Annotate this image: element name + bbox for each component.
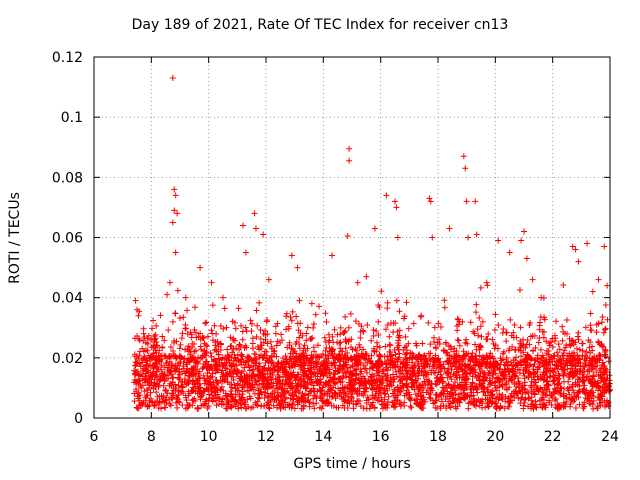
- data-point: [460, 153, 467, 160]
- x-tick-label: 12: [257, 429, 275, 445]
- data-point: [174, 210, 181, 217]
- x-tick-label: 16: [372, 429, 390, 445]
- data-point: [346, 157, 353, 164]
- data-point: [242, 249, 249, 256]
- data-point: [164, 291, 171, 298]
- data-point: [523, 255, 530, 262]
- y-tick-label: 0.12: [52, 50, 83, 66]
- data-point: [344, 232, 351, 239]
- data-point: [383, 192, 390, 199]
- x-axis-label: GPS time / hours: [293, 456, 411, 472]
- data-point: [172, 249, 179, 256]
- data-point: [538, 294, 545, 301]
- chart-title: Day 189 of 2021, Rate Of TEC Index for r…: [131, 17, 509, 33]
- y-tick-label: 0.08: [52, 170, 83, 186]
- data-point: [252, 225, 259, 232]
- data-point: [251, 210, 258, 217]
- data-point: [169, 219, 176, 226]
- y-tick-label: 0.1: [61, 110, 83, 126]
- data-point: [429, 234, 436, 241]
- data-point: [518, 237, 525, 244]
- data-point: [197, 264, 204, 271]
- data-point: [171, 186, 178, 193]
- data-point: [371, 225, 378, 232]
- data-point: [506, 249, 513, 256]
- data-point: [363, 273, 370, 280]
- data-point: [294, 264, 301, 271]
- data-point: [265, 276, 272, 283]
- data-point: [394, 234, 401, 241]
- x-tick-label: 8: [147, 429, 156, 445]
- data-point: [463, 198, 470, 205]
- data-point: [393, 204, 400, 211]
- y-axis-label: ROTI / TECUs: [7, 192, 23, 284]
- data-point: [473, 231, 480, 238]
- data-point: [135, 312, 142, 319]
- y-tick-label: 0.04: [52, 291, 83, 307]
- data-point: [427, 198, 434, 205]
- data-point: [483, 279, 490, 286]
- data-points: [131, 75, 613, 412]
- data-point: [462, 165, 469, 172]
- y-tick-label: 0.02: [52, 351, 83, 367]
- data-point: [601, 243, 608, 250]
- data-point: [171, 207, 178, 214]
- x-tick-label: 20: [486, 429, 504, 445]
- data-point: [446, 225, 453, 232]
- dense-band-points: [131, 282, 613, 412]
- data-point: [260, 231, 267, 238]
- data-point: [208, 279, 215, 286]
- data-point: [172, 192, 179, 199]
- data-point: [465, 234, 472, 241]
- data-point: [169, 75, 176, 82]
- data-point: [575, 258, 582, 265]
- data-point: [572, 246, 579, 253]
- data-point: [134, 306, 140, 313]
- data-point: [426, 195, 433, 202]
- data-point: [308, 300, 315, 307]
- y-tick-label: 0.06: [52, 231, 83, 247]
- data-point: [472, 198, 479, 205]
- data-point: [495, 237, 502, 244]
- data-point: [521, 228, 527, 235]
- x-tick-label: 24: [601, 429, 619, 445]
- data-point: [584, 240, 591, 247]
- data-point: [166, 279, 173, 286]
- data-point: [220, 294, 226, 301]
- x-tick-label: 10: [200, 429, 218, 445]
- x-tick-label: 18: [429, 429, 447, 445]
- x-tick-label: 6: [90, 429, 99, 445]
- data-point: [354, 279, 361, 286]
- data-point: [529, 276, 536, 283]
- data-point: [346, 145, 353, 152]
- x-tick-label: 22: [544, 429, 562, 445]
- data-point: [569, 243, 576, 250]
- data-point: [240, 222, 247, 229]
- data-point: [604, 282, 611, 289]
- data-point: [595, 276, 602, 283]
- data-point: [182, 294, 189, 301]
- data-point: [392, 198, 398, 205]
- data-point: [288, 252, 295, 259]
- data-point: [132, 297, 139, 304]
- x-tick-label: 14: [314, 429, 332, 445]
- data-point: [328, 252, 335, 259]
- y-tick-label: 0: [74, 411, 83, 427]
- data-point: [589, 288, 596, 295]
